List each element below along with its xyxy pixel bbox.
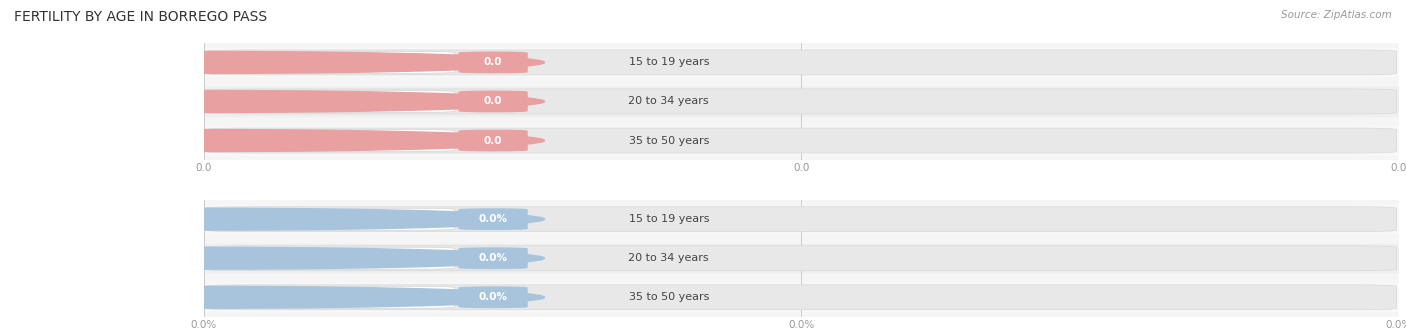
FancyBboxPatch shape [208,208,456,230]
FancyBboxPatch shape [208,286,456,308]
Text: 20 to 34 years: 20 to 34 years [628,253,709,263]
FancyBboxPatch shape [458,247,527,269]
Circle shape [0,247,544,269]
Text: 20 to 34 years: 20 to 34 years [628,96,709,107]
FancyBboxPatch shape [458,90,527,113]
Text: 0.0: 0.0 [484,136,502,146]
Text: 15 to 19 years: 15 to 19 years [628,57,709,67]
Text: 0.0%: 0.0% [478,292,508,302]
Text: 0.0: 0.0 [484,57,502,67]
Text: Source: ZipAtlas.com: Source: ZipAtlas.com [1281,10,1392,20]
FancyBboxPatch shape [205,50,1396,75]
FancyBboxPatch shape [208,247,456,269]
Bar [204,49,1399,77]
Text: FERTILITY BY AGE IN BORREGO PASS: FERTILITY BY AGE IN BORREGO PASS [14,10,267,24]
FancyBboxPatch shape [458,130,527,151]
Circle shape [0,51,544,73]
Text: 0.0%: 0.0% [478,214,508,224]
Text: 15 to 19 years: 15 to 19 years [628,214,709,224]
Text: 0.0: 0.0 [484,96,502,107]
Circle shape [0,130,544,151]
Bar [204,205,1399,233]
Bar [204,126,1399,154]
Circle shape [0,90,544,113]
FancyBboxPatch shape [205,128,1396,153]
FancyBboxPatch shape [205,246,1396,271]
Text: 0.0%: 0.0% [478,253,508,263]
Text: 35 to 50 years: 35 to 50 years [628,292,709,302]
FancyBboxPatch shape [208,51,456,73]
Bar [204,87,1399,116]
Bar [204,244,1399,272]
FancyBboxPatch shape [205,89,1396,114]
Circle shape [0,286,544,308]
FancyBboxPatch shape [205,207,1396,232]
FancyBboxPatch shape [205,285,1396,310]
FancyBboxPatch shape [208,130,456,151]
FancyBboxPatch shape [458,208,527,230]
Text: 35 to 50 years: 35 to 50 years [628,136,709,146]
FancyBboxPatch shape [208,90,456,113]
FancyBboxPatch shape [458,286,527,308]
Bar [204,283,1399,311]
FancyBboxPatch shape [458,51,527,73]
Circle shape [0,208,544,230]
